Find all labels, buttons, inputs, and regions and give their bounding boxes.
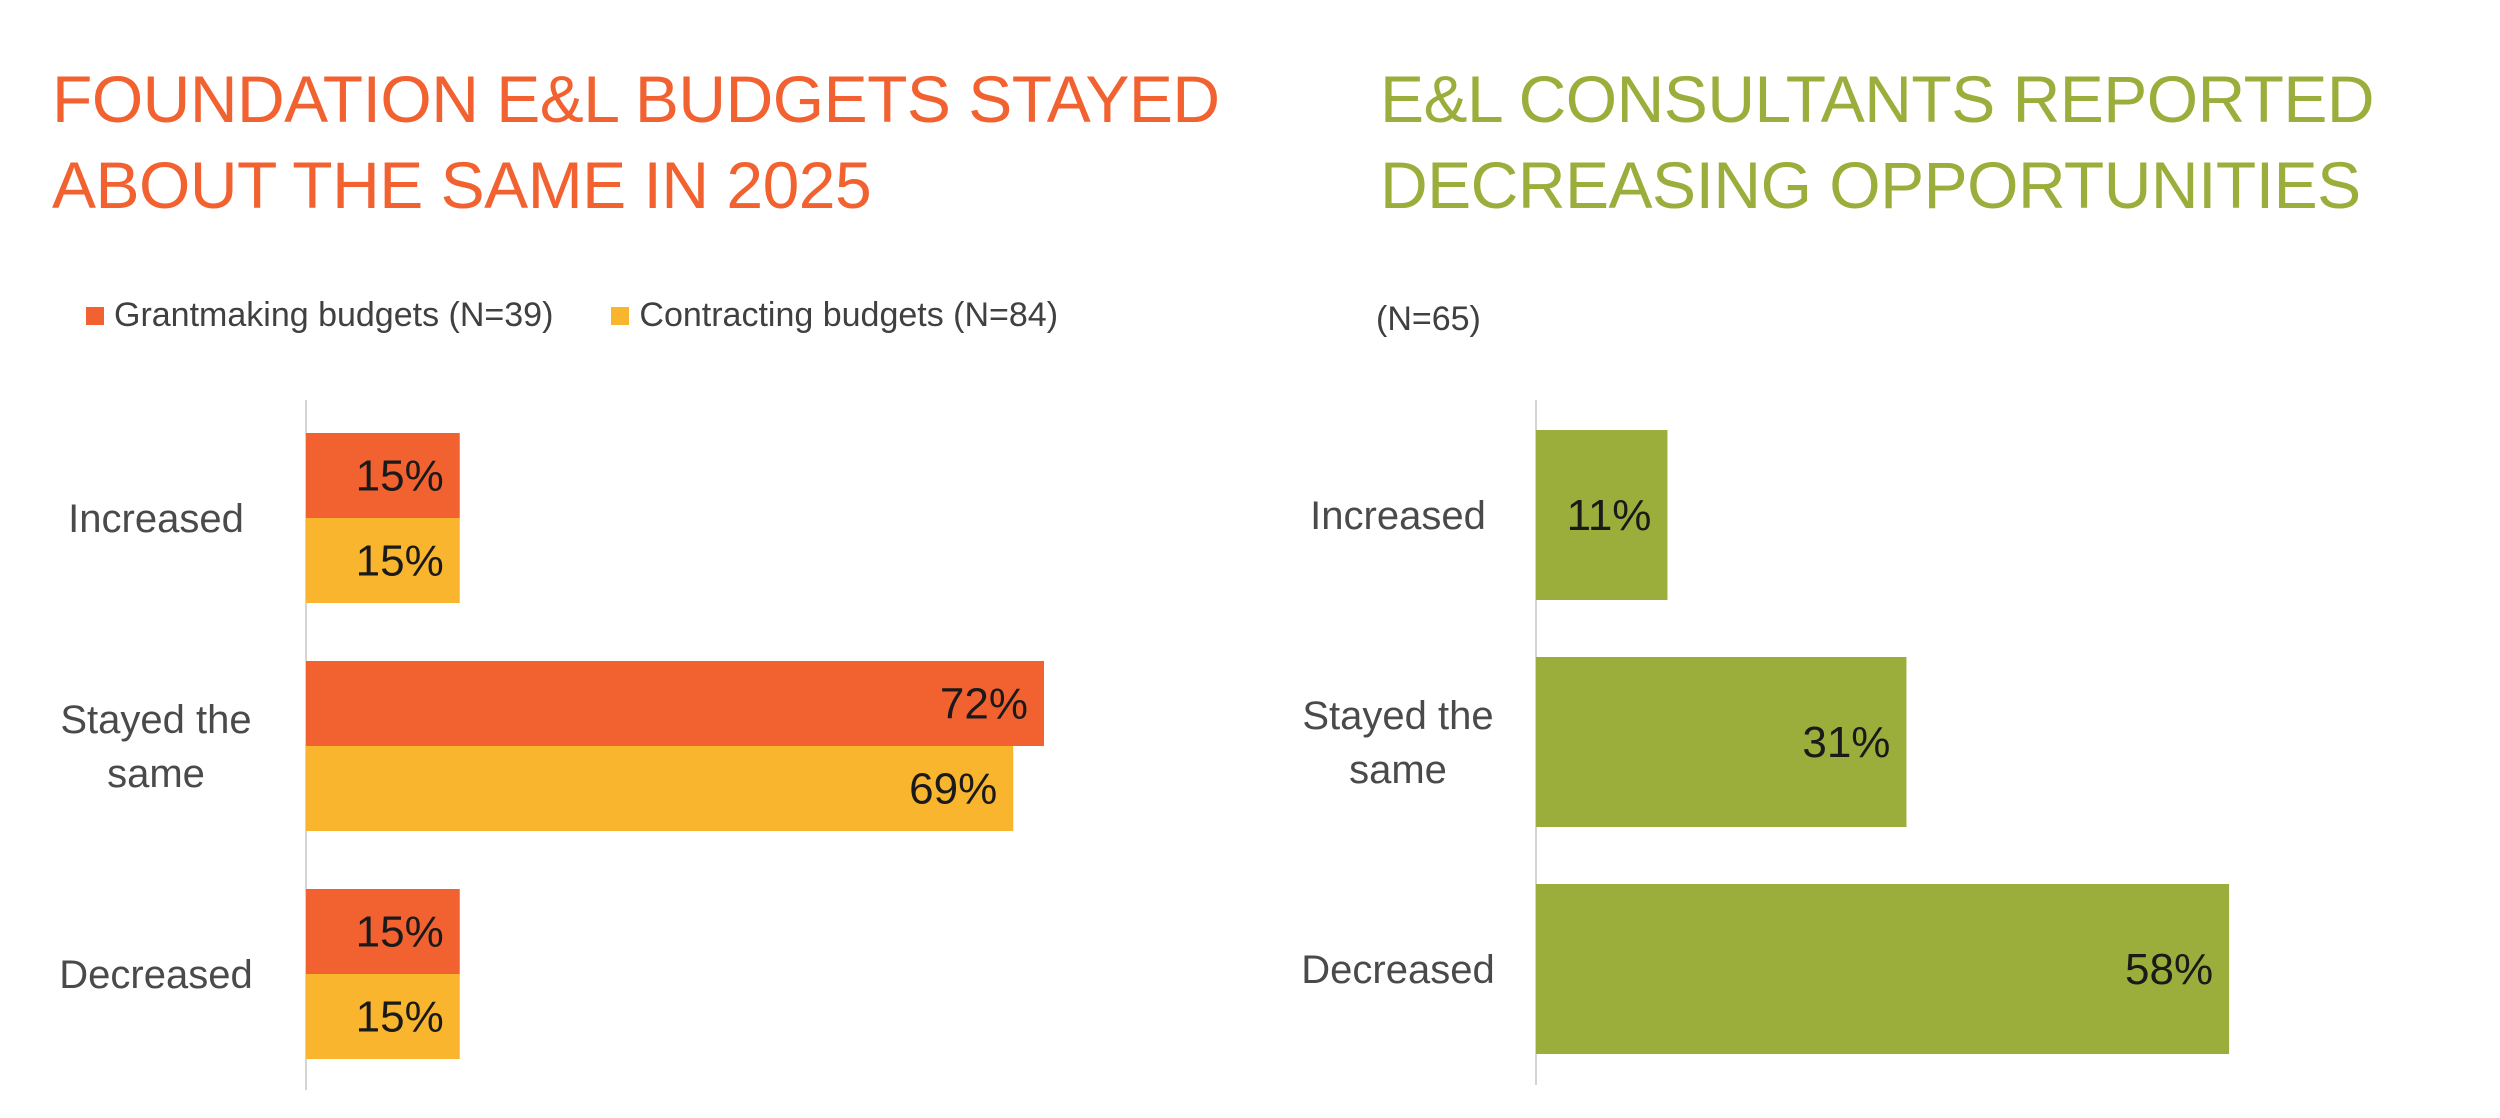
- left-title-line-1: FOUNDATION E&L BUDGETS STAYED: [52, 62, 1220, 136]
- legend-label-contracting: Contracting budgets (N=84): [639, 296, 1059, 334]
- bar-contracting-stayed-the-same: [306, 746, 1014, 831]
- bar-contracting-decreased: [306, 974, 460, 1059]
- right-title-line-1: E&L CONSULTANTS REPORTED: [1380, 62, 2375, 136]
- category-label-stayed-the-same: Stayed the same: [60, 698, 251, 796]
- left-title-line-2: ABOUT THE SAME IN 2025: [52, 148, 872, 222]
- data-label-grantmaking-stayed-the-same: 72%: [940, 680, 1028, 729]
- bar-grantmaking-decreased: [306, 889, 460, 974]
- data-label-grantmaking-increased: 15%: [356, 452, 444, 501]
- data-label-grantmaking-decreased: 15%: [356, 908, 444, 957]
- left-bar-chart: Increased 15% 15% Stayed the same 72% 69% Decre…: [59, 400, 1044, 1090]
- data-label-contracting-decreased: 15%: [356, 993, 444, 1042]
- right-bar-chart: Increased 11% Stayed the same 31% Decreased 58…: [1301, 400, 2230, 1085]
- left-panel: FOUNDATION E&L BUDGETS STAYED ABOUT THE …: [52, 56, 1220, 1090]
- bar-contracting-increased: [306, 518, 460, 603]
- right-title-line-2: DECREASING OPPORTUNITIES: [1380, 148, 2361, 222]
- legend: Grantmaking budgets (N=39) Contracting b…: [86, 296, 1058, 335]
- bar-series-increased: [1536, 430, 1668, 600]
- sample-size-label: (N=65): [1376, 300, 1481, 338]
- legend-item-grantmaking: Grantmaking budgets (N=39): [86, 296, 553, 335]
- bar-grantmaking-stayed-the-same: [306, 661, 1044, 746]
- category-label-increased: Increased: [1310, 494, 1486, 538]
- legend-label-grantmaking: Grantmaking budgets (N=39): [114, 296, 554, 334]
- category-label-increased: Increased: [68, 497, 244, 541]
- bar-series-stayed-the-same: [1536, 657, 1907, 827]
- bar-series-decreased: [1536, 884, 2230, 1054]
- category-label-decreased: Decreased: [1301, 948, 1494, 992]
- left-chart-title: FOUNDATION E&L BUDGETS STAYED ABOUT THE …: [52, 56, 1220, 228]
- data-label-contracting-increased: 15%: [356, 537, 444, 586]
- category-label-decreased: Decreased: [59, 953, 252, 997]
- right-chart-title: E&L CONSULTANTS REPORTED DECREASING OPPO…: [1380, 56, 2375, 228]
- data-label-contracting-stayed-the-same: 69%: [909, 765, 997, 814]
- right-panel: E&L CONSULTANTS REPORTED DECREASING OPPO…: [1280, 0, 2500, 1118]
- data-label-series-decreased: 58%: [2125, 945, 2213, 994]
- legend-swatch-grantmaking: [86, 306, 104, 325]
- bar-grantmaking-increased: [306, 433, 460, 518]
- legend-item-contracting: Contracting budgets (N=84): [611, 296, 1058, 335]
- data-label-series-stayed-the-same: 31%: [1802, 718, 1890, 767]
- data-label-series-increased: 11%: [1567, 491, 1652, 540]
- category-label-stayed-the-same: Stayed the same: [1302, 694, 1493, 792]
- legend-swatch-contracting: [611, 306, 630, 325]
